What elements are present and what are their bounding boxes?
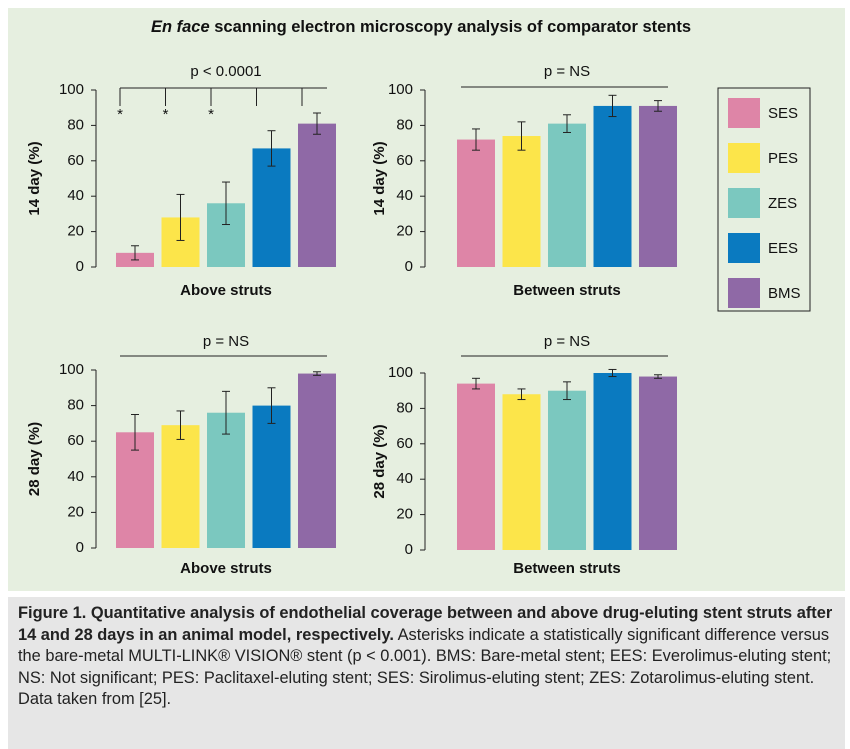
bar <box>639 105 677 268</box>
significance-marker: * <box>163 106 169 123</box>
chart-title: En face scanning electron microscopy ana… <box>151 18 691 36</box>
legend-swatch <box>728 98 760 128</box>
bar <box>116 432 154 548</box>
y-tick-label: 40 <box>67 468 84 485</box>
y-tick-label: 20 <box>67 503 84 520</box>
bar <box>161 425 200 548</box>
y-axis-label: 28 day (%) <box>371 424 388 498</box>
x-axis-label: Above struts <box>180 282 272 299</box>
y-tick-label: 100 <box>59 81 84 98</box>
y-tick-label: 20 <box>396 223 413 240</box>
caption: Figure 1. Quantitative analysis of endot… <box>8 597 845 749</box>
bar <box>298 373 336 548</box>
y-tick-label: 80 <box>67 397 84 414</box>
y-tick-label: 0 <box>405 258 413 275</box>
caption-bold: Figure 1. Quantitative analysis of endot… <box>18 604 833 644</box>
bar <box>252 148 291 267</box>
bar <box>457 383 495 550</box>
y-axis-label: 14 day (%) <box>26 141 43 215</box>
y-tick-label: 60 <box>396 152 413 169</box>
significance-marker: * <box>208 106 214 123</box>
caption-text: Asterisks indicate a statistically signi… <box>18 625 832 687</box>
annotation: p < 0.0001 <box>190 63 261 80</box>
y-tick-label: 0 <box>76 539 84 556</box>
y-tick-label: 60 <box>67 432 84 449</box>
x-axis-label: Between struts <box>513 560 621 577</box>
y-tick-label: 100 <box>59 361 84 378</box>
chart: En face scanning electron microscopy ana… <box>26 18 811 577</box>
y-tick-label: 20 <box>396 506 413 523</box>
bar <box>298 123 336 267</box>
legend-label: EES <box>768 240 798 257</box>
y-tick-label: 0 <box>405 541 413 558</box>
bar <box>548 390 586 550</box>
x-axis-label: Between struts <box>513 282 621 299</box>
y-tick-label: 100 <box>388 81 413 98</box>
title-italic: En face <box>151 18 210 36</box>
bar <box>593 105 632 268</box>
legend-label: PES <box>768 150 798 167</box>
x-axis-label: Above struts <box>180 560 272 577</box>
y-axis-label: 28 day (%) <box>26 422 43 496</box>
annotation: p = NS <box>544 333 590 350</box>
legend-swatch <box>728 233 760 263</box>
y-tick-label: 60 <box>396 435 413 452</box>
annotation: p = NS <box>544 63 590 80</box>
bar <box>639 376 677 550</box>
legend-label: ZES <box>768 195 797 212</box>
y-tick-label: 80 <box>396 399 413 416</box>
y-tick-label: 20 <box>67 223 84 240</box>
y-tick-label: 60 <box>67 152 84 169</box>
legend-label: SES <box>768 105 798 122</box>
bar <box>252 405 291 548</box>
bar <box>457 139 495 267</box>
caption-source: Data taken from [25]. <box>18 690 172 708</box>
y-tick-label: 100 <box>388 364 413 381</box>
annotation: p = NS <box>203 333 249 350</box>
bar <box>502 136 541 267</box>
legend-box <box>717 87 811 312</box>
bar <box>502 394 541 550</box>
y-tick-label: 80 <box>67 116 84 133</box>
significance-marker: * <box>117 106 123 123</box>
bar <box>548 123 586 267</box>
y-tick-label: 40 <box>67 187 84 204</box>
legend-swatch <box>728 143 760 173</box>
y-axis-label: 14 day (%) <box>371 141 388 215</box>
y-tick-label: 80 <box>396 116 413 133</box>
legend-swatch <box>728 188 760 218</box>
title-text: scanning electron microscopy analysis of… <box>214 18 691 36</box>
bar <box>207 412 245 548</box>
y-tick-label: 40 <box>396 470 413 487</box>
y-tick-label: 0 <box>76 258 84 275</box>
bar <box>593 373 632 550</box>
y-tick-label: 40 <box>396 187 413 204</box>
legend-swatch <box>728 278 760 308</box>
legend-label: BMS <box>768 285 801 302</box>
